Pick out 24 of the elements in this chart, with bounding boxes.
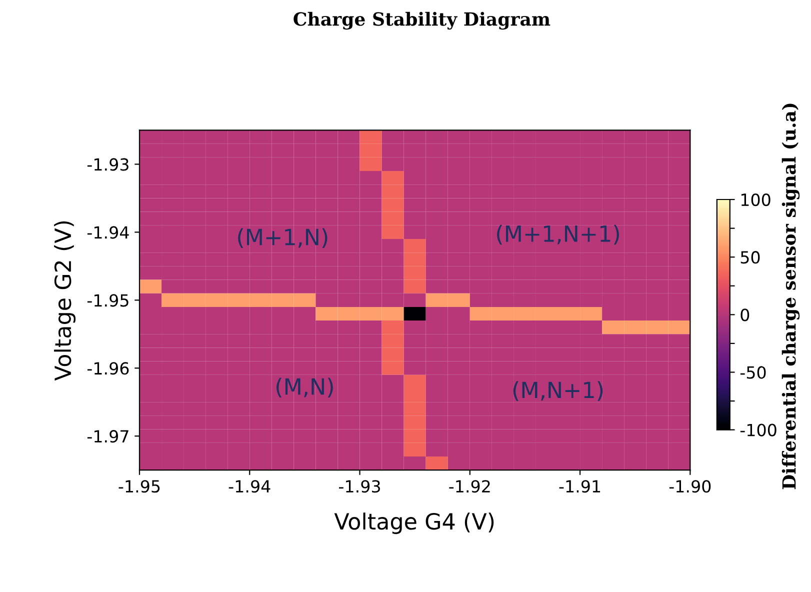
x-axis-title: Voltage G4 (V): [334, 512, 494, 534]
y-axis-title: Voltage G2 (V): [54, 221, 76, 381]
x-tick-label: -1.94: [228, 480, 270, 493]
y-tick-label: -1.94: [87, 226, 129, 239]
y-tick-label: -1.93: [87, 158, 128, 171]
x-tick-label: -1.95: [118, 480, 160, 493]
annotation: (M+1,N): [238, 228, 328, 248]
y-tick-label: -1.95: [87, 294, 128, 307]
x-tick-label: -1.93: [339, 480, 380, 493]
chart-title: Charge Stability Diagram: [294, 12, 550, 30]
color-bar-label: 50: [740, 251, 760, 264]
color-bar-label: -50: [740, 366, 766, 379]
x-tick-label: -1.92: [449, 480, 490, 493]
x-tick-label: -1.90: [669, 480, 711, 493]
annotation: (M,N): [276, 378, 333, 398]
annotation: (M+1,N+1): [497, 224, 619, 245]
color-bar-label: 100: [741, 193, 770, 206]
y-tick-label: -1.96: [87, 362, 129, 375]
x-tick-label: -1.91: [559, 480, 600, 493]
color-bar-title: Differential charge sensor signal (u.a): [782, 104, 800, 490]
annotation: (M,N+1): [513, 381, 603, 401]
color-bar-label: 0: [740, 308, 750, 322]
y-tick-label: -1.97: [87, 430, 128, 443]
color-bar-label: -100: [740, 424, 776, 436]
